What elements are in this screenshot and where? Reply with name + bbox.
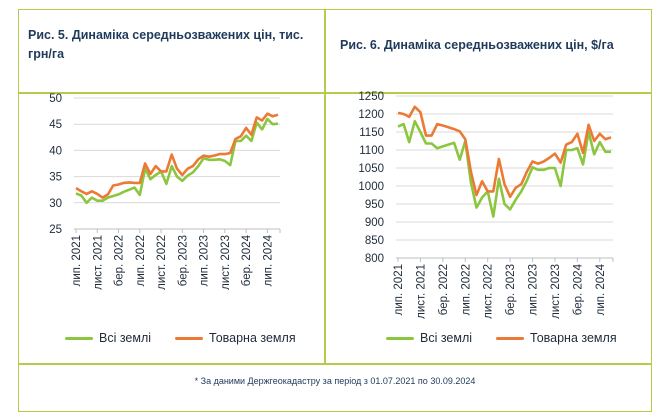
- y-tick-label: 50: [49, 93, 62, 105]
- y-tick-label: 1050: [358, 163, 384, 175]
- y-tick-label: 1250: [358, 91, 384, 103]
- x-tick-label: бер. 2024: [572, 263, 584, 315]
- x-tick-label: бер. 2022: [114, 235, 126, 286]
- y-tick-label: 800: [365, 253, 384, 265]
- y-tick-label: 1100: [359, 145, 384, 157]
- x-tick-label: лист. 2021: [415, 264, 427, 319]
- y-tick-label: 35: [49, 172, 62, 184]
- y-tick-label: 900: [365, 217, 384, 229]
- x-tick-label: лист. 2022: [156, 235, 168, 290]
- x-tick-label: лип. 2021: [71, 235, 83, 286]
- y-tick-label: 40: [49, 145, 62, 157]
- legend-label-commercial-land: Товарна земля: [209, 331, 296, 345]
- x-tick-label: лип. 2023: [199, 235, 211, 286]
- x-tick-label: лист. 2023: [220, 235, 232, 290]
- y-tick-label: 45: [49, 119, 62, 131]
- chart-1-legend: Всі землі Товарна земля: [65, 331, 296, 345]
- x-tick-label: лип. 2024: [595, 263, 607, 315]
- chart-1-title: Рис. 5. Динаміка середньозважених цін, т…: [28, 28, 304, 61]
- figure-frame: [18, 9, 652, 412]
- x-tick-label: лип. 2024: [262, 234, 274, 286]
- x-tick-label: бер. 2023: [505, 264, 517, 315]
- legend-label-all-land: Всі землі: [420, 331, 473, 345]
- column-divider: [324, 9, 326, 364]
- y-tick-label: 1200: [358, 109, 384, 121]
- title-row-divider: [18, 92, 652, 94]
- x-tick-label: лист. 2021: [92, 235, 104, 290]
- y-tick-label: 25: [49, 224, 62, 236]
- series-line-commercial-land: [75, 112, 279, 199]
- x-tick-label: бер. 2024: [241, 234, 253, 286]
- source-note: * За даними Держгеокадастру за період з …: [194, 376, 476, 386]
- legend-swatch-all-land: [65, 336, 93, 340]
- y-tick-label: 1000: [358, 181, 384, 193]
- series-line-all-land: [75, 117, 279, 205]
- y-tick-label: 950: [365, 199, 384, 211]
- legend-swatch-all-land: [386, 336, 414, 340]
- x-tick-label: лип. 2021: [393, 264, 405, 315]
- chart-2-title: Рис. 6. Динаміка середньозважених цін, $…: [340, 38, 614, 52]
- x-tick-label: лист. 2023: [550, 264, 562, 319]
- x-tick-label: лип. 2022: [460, 264, 472, 315]
- series-line-all-land: [397, 119, 611, 218]
- x-tick-label: лип. 2022: [135, 235, 147, 286]
- series-line-commercial-land: [397, 105, 612, 199]
- footer-divider: [18, 363, 652, 365]
- x-tick-label: бер. 2022: [438, 264, 450, 315]
- legend-label-commercial-land: Товарна земля: [530, 331, 617, 345]
- y-tick-label: 1150: [359, 127, 384, 139]
- legend-label-all-land: Всі землі: [99, 331, 152, 345]
- x-tick-label: лист. 2022: [483, 264, 495, 319]
- x-tick-label: бер. 2023: [177, 235, 189, 286]
- chart-2-legend: Всі землі Товарна земля: [386, 331, 617, 345]
- legend-swatch-commercial-land: [496, 336, 525, 340]
- y-tick-label: 30: [49, 198, 62, 210]
- y-tick-label: 850: [365, 235, 384, 247]
- x-tick-label: лип. 2023: [528, 264, 540, 315]
- legend-swatch-commercial-land: [175, 336, 204, 340]
